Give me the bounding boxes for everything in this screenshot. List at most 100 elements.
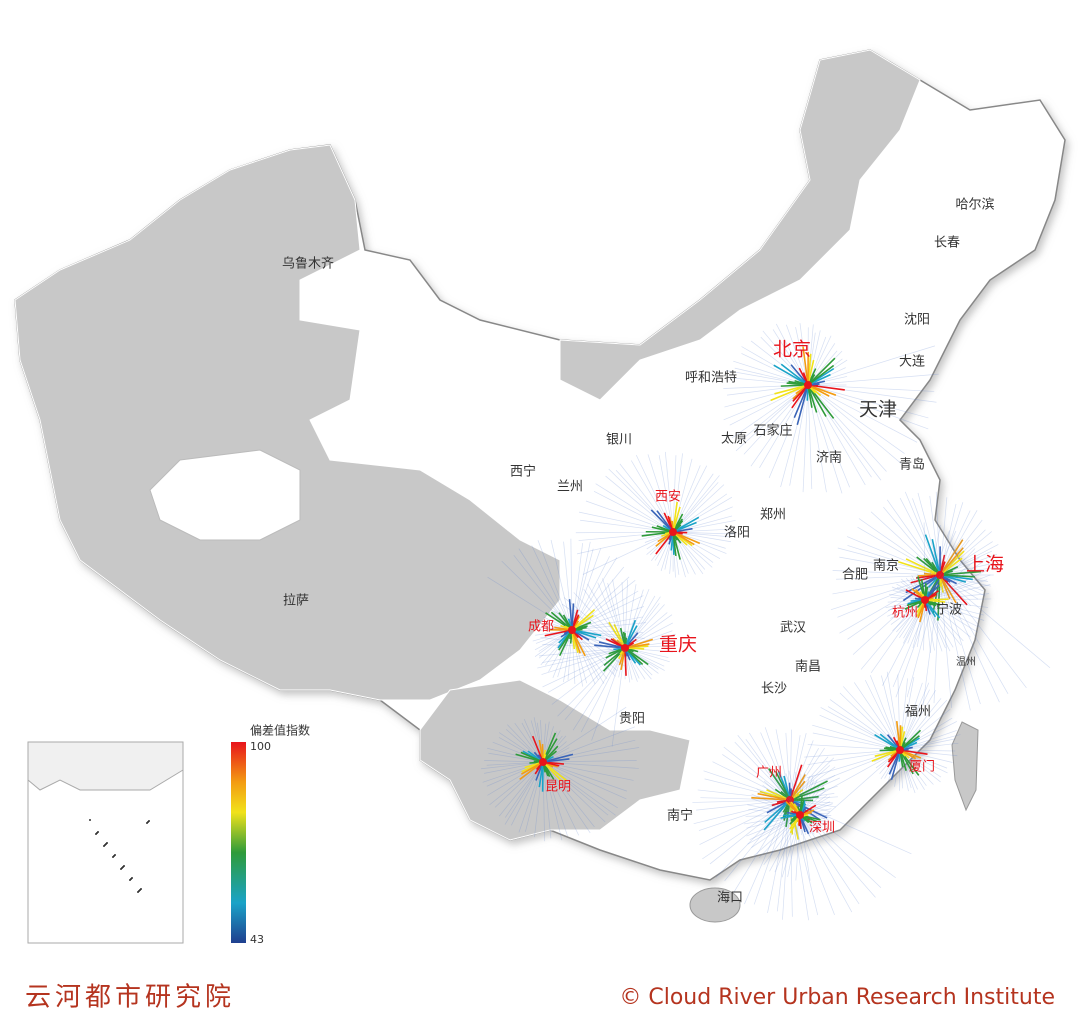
inset-land (27, 741, 184, 791)
flow-line (807, 384, 905, 454)
flow-ray (807, 384, 827, 417)
footer-right: © Cloud River Urban Research Institute (619, 985, 1055, 1010)
hub-city-label: 重庆 (659, 634, 697, 656)
flow-line (869, 675, 901, 751)
city-label: 西宁 (510, 464, 536, 480)
flow-line (733, 799, 791, 894)
flow-line (807, 749, 901, 766)
flow-line (571, 541, 591, 631)
flow-ray (655, 531, 674, 555)
flow-ray (807, 384, 845, 391)
flow-line (501, 560, 573, 631)
flow-line (807, 384, 902, 464)
flow-ray (542, 758, 570, 763)
flow-line (572, 647, 626, 731)
gray-region (559, 49, 921, 401)
legend-min: 43 (250, 933, 264, 946)
flow-line (699, 799, 791, 845)
flow-line (696, 799, 791, 811)
flow-line (672, 455, 677, 533)
flow-ray (770, 384, 809, 402)
flow-line (542, 761, 552, 839)
city-label: 沈阳 (904, 313, 930, 328)
flow-line (582, 531, 674, 575)
flow-line (899, 690, 936, 751)
city-label: 长沙 (761, 682, 787, 697)
flow-ray (780, 363, 809, 386)
flow-line (857, 526, 941, 576)
flow-line (923, 599, 926, 651)
flow-line (760, 336, 809, 386)
flow-line (939, 574, 1051, 669)
flow-line (630, 460, 674, 533)
hub-center (568, 626, 576, 634)
city-label: 石家庄 (753, 423, 792, 439)
flow-line (537, 647, 626, 669)
flow-line (542, 647, 626, 663)
flow-line (924, 530, 950, 601)
flow-line (839, 556, 941, 576)
hub-center (796, 811, 804, 819)
flow-line (795, 327, 809, 386)
flow-line (804, 749, 901, 758)
flow-line (571, 543, 583, 631)
flow-line (899, 497, 941, 576)
flow-line (664, 451, 674, 533)
flow-line (832, 574, 941, 595)
flow-line (858, 518, 941, 576)
flow-line (518, 548, 573, 631)
flow-line (542, 726, 636, 763)
flow-line (807, 384, 813, 489)
flow-line (525, 761, 544, 832)
flow-line (734, 741, 791, 801)
flow-line (731, 384, 809, 439)
flow-line (542, 760, 637, 763)
flow-line (571, 590, 639, 631)
taiwan (951, 721, 979, 812)
flow-line (819, 714, 901, 751)
flow-line (672, 528, 733, 533)
flow-line (571, 629, 608, 680)
flow-line (899, 749, 956, 752)
flow-ray (789, 787, 825, 801)
flow-line (672, 465, 701, 533)
flow-line (571, 557, 618, 631)
flow-ray (571, 603, 575, 631)
city-label: 海口 (717, 891, 743, 906)
flow-line (789, 757, 835, 801)
flow-line (922, 574, 941, 706)
flow-line (741, 353, 809, 386)
flow-line (929, 495, 941, 576)
flow-ray (751, 796, 791, 801)
city-label: 长春 (934, 236, 960, 251)
flow-ray (656, 510, 674, 533)
flow-ray (924, 534, 941, 576)
flow-ray (571, 629, 597, 639)
hub-center (539, 758, 547, 766)
flow-line (624, 596, 661, 649)
flow-line (729, 384, 809, 426)
flow-ray (898, 560, 941, 576)
color-bar (231, 742, 246, 943)
flow-line (672, 484, 725, 533)
hub-center (921, 596, 929, 604)
island (120, 868, 122, 870)
island (89, 819, 91, 821)
flow-line (537, 540, 573, 631)
flow-line (576, 531, 674, 555)
flow-ray (624, 647, 644, 666)
city-label: 太原 (721, 432, 747, 447)
flow-ray (542, 761, 562, 782)
hub-city-label: 上海 (966, 554, 1004, 576)
flow-line (726, 384, 809, 396)
flow-ray (624, 647, 627, 676)
flow-line (692, 799, 791, 803)
flow-line (746, 814, 801, 837)
flow-ray (783, 775, 791, 801)
flow-ray (899, 725, 902, 751)
flow-line (781, 814, 801, 878)
flow-ray (538, 761, 544, 788)
flow-line (767, 799, 791, 914)
city-label: 宁波 (936, 602, 962, 618)
flow-line (542, 706, 627, 763)
